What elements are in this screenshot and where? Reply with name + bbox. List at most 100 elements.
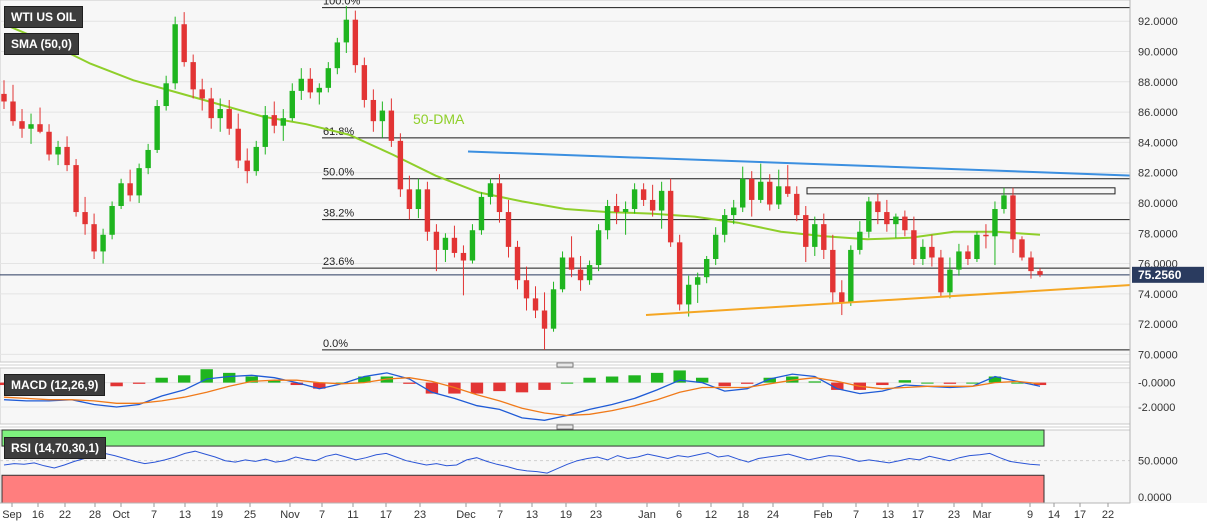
candle-body: [262, 115, 268, 147]
macd-histogram-bar: [921, 382, 934, 384]
candle-body: [785, 186, 791, 194]
fibonacci-level-label: 0.0%: [323, 338, 348, 350]
macd-histogram-bar: [898, 380, 912, 383]
candle-body: [667, 190, 674, 243]
time-tick-label: 23: [948, 509, 960, 521]
macd-panel: [0, 367, 1131, 425]
time-tick-label: 19: [560, 509, 572, 521]
time-tick-label: Oct: [112, 509, 129, 521]
candle: [965, 245, 971, 266]
candle: [1019, 236, 1025, 261]
candle-body: [199, 89, 205, 99]
candle: [559, 251, 566, 293]
candle: [992, 201, 998, 266]
candle: [181, 12, 187, 67]
candle: [37, 107, 43, 134]
panel-resize-handle: [556, 362, 574, 368]
candle: [577, 255, 584, 291]
candle-body: [316, 87, 323, 93]
rsi-indicator-label[interactable]: RSI (14,70,30,1): [4, 437, 107, 459]
candle: [550, 281, 557, 332]
candle: [884, 199, 890, 232]
candle: [803, 205, 809, 263]
candle-body: [640, 189, 647, 200]
fibonacci-level-label: 100.0%: [323, 0, 361, 8]
price-tick-label: 78.0000: [1138, 228, 1178, 240]
macd-histogram-bar: [223, 372, 236, 383]
price-tick-label: 80.0000: [1138, 198, 1178, 210]
candle: [127, 169, 133, 202]
candle-body: [235, 128, 241, 161]
time-tick-label: 23: [590, 509, 602, 521]
candle: [226, 99, 232, 135]
candle: [442, 233, 449, 263]
time-tick-label: 22: [59, 509, 71, 521]
sma-indicator-label[interactable]: SMA (50,0): [4, 33, 79, 55]
candle-body: [776, 186, 782, 205]
candle-body: [136, 168, 142, 196]
candle: [767, 174, 773, 211]
candle-body: [370, 99, 377, 122]
candle: [487, 178, 494, 205]
candle: [172, 16, 178, 90]
candle: [721, 209, 728, 243]
candle-body: [289, 90, 295, 119]
candle-body: [343, 19, 350, 43]
candle: [974, 231, 980, 263]
candle-body: [595, 230, 602, 266]
candle-body: [154, 106, 160, 150]
candle: [956, 243, 962, 276]
candle-body: [91, 224, 97, 252]
candle: [794, 186, 800, 222]
candle-body: [857, 231, 863, 250]
candle-body: [866, 201, 872, 232]
candle-body: [884, 212, 890, 225]
candle: [631, 183, 638, 214]
candle: [361, 57, 368, 108]
candle-body: [442, 237, 449, 250]
candle: [1028, 251, 1034, 279]
time-tick-label: 13: [882, 509, 894, 521]
macd-histogram-bar: [831, 382, 844, 390]
candle-body: [731, 207, 737, 216]
candle-body: [622, 209, 629, 213]
candle-body: [334, 42, 341, 69]
time-tick-label: 17: [912, 509, 924, 521]
time-tick-label: 7: [853, 509, 859, 521]
time-tick-label: 11: [347, 509, 358, 521]
price-tick-label: 84.0000: [1138, 137, 1178, 149]
candle: [10, 84, 16, 126]
candle-body: [46, 131, 52, 155]
rsi-line: [3, 450, 1041, 474]
macd-indicator-label[interactable]: MACD (12,26,9): [4, 374, 106, 396]
candle-body: [469, 230, 476, 261]
macd-histogram-bar: [988, 376, 1002, 383]
candle-body: [73, 165, 79, 213]
candle-body: [577, 269, 584, 281]
price-tick-label: 92.0000: [1138, 16, 1178, 28]
candle: [325, 62, 332, 93]
candle-body: [911, 230, 917, 260]
candle-body: [307, 78, 313, 93]
candle-body: [740, 178, 746, 208]
candle-body: [694, 277, 701, 285]
candle-body: [848, 249, 854, 303]
candle: [19, 109, 25, 138]
candle: [217, 98, 223, 132]
macd-histogram-bar: [1011, 382, 1024, 384]
candle: [82, 196, 88, 235]
candle: [316, 83, 323, 105]
candle-body: [703, 259, 710, 278]
rsi-overbought-zone: [1, 429, 1045, 447]
symbol-label[interactable]: WTI US OIL: [4, 6, 84, 28]
candle-body: [712, 234, 719, 260]
candle-body: [433, 231, 440, 250]
candle: [595, 224, 602, 272]
candle: [298, 68, 304, 100]
candle-body: [965, 251, 971, 260]
macd-histogram-bar: [538, 382, 551, 390]
candle-body: [352, 19, 359, 66]
price-tick-label: 82.0000: [1138, 168, 1178, 180]
